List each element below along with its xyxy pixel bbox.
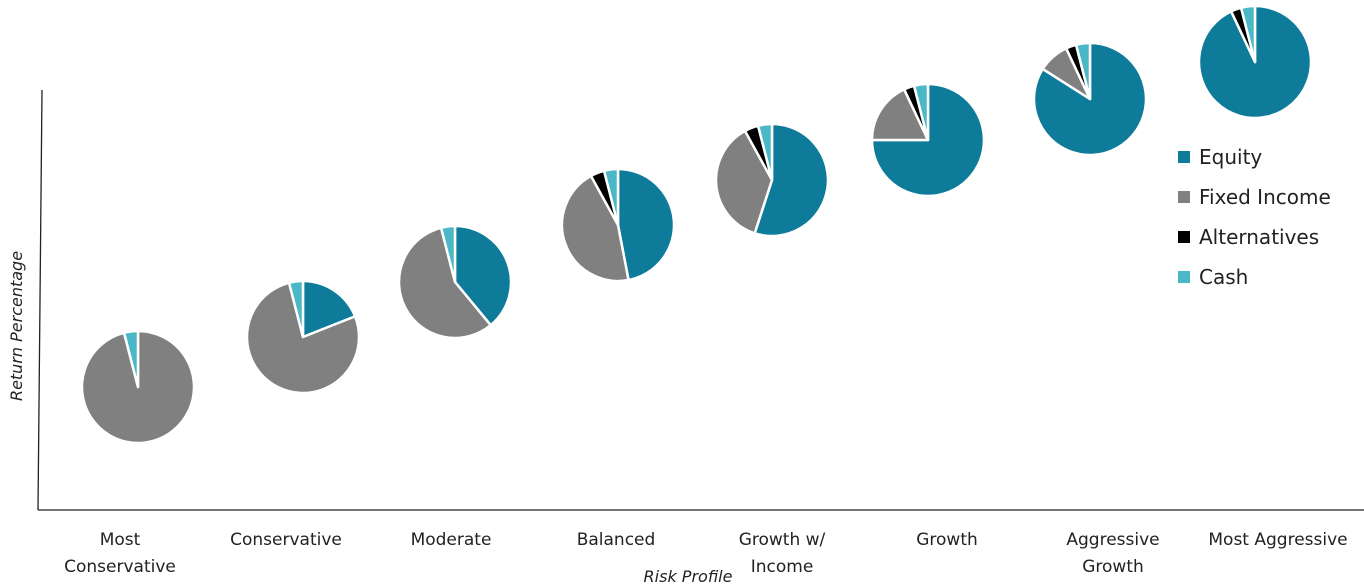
legend-swatch-equity <box>1178 151 1190 163</box>
pie-7-slice-cash <box>1074 41 1092 101</box>
legend-label-cash: Cash <box>1199 265 1248 289</box>
y-axis-title: Return Percentage <box>7 251 26 401</box>
category-label-5: Growth w/Income <box>739 530 826 577</box>
pie-5 <box>714 122 830 238</box>
pie-7 <box>1032 41 1148 157</box>
legend-item-alternatives: Alternatives <box>1178 225 1319 249</box>
pie-6-slice-cash <box>912 82 930 142</box>
pie-7-slice-equity <box>1032 41 1148 157</box>
legend-item-equity: Equity <box>1178 145 1262 169</box>
pie-3 <box>397 224 513 340</box>
pie-3-slice-cash <box>439 224 457 284</box>
pie-3-slice-fixed-income <box>397 226 492 340</box>
pie-3-slice-equity <box>453 224 513 327</box>
category-labels: Most Conservative Conservative Moderate Bala… <box>64 530 1348 577</box>
pie-2-slice-equity <box>301 279 357 339</box>
category-label-1: Most Conservative <box>64 530 176 577</box>
legend-label-equity: Equity <box>1199 145 1262 169</box>
legend-label-alternatives: Alternatives <box>1199 225 1319 249</box>
pie-2-slice-cash <box>287 279 305 339</box>
category-label-8: Most Aggressive <box>1208 530 1347 550</box>
pie-5-slice-cash <box>756 122 774 182</box>
x-axis-title: Risk Profile <box>644 567 733 586</box>
legend-swatch-fixed-income <box>1178 191 1190 203</box>
legend-item-fixed-income: Fixed Income <box>1178 185 1331 209</box>
pie-4-slice-fixed-income <box>560 174 630 283</box>
pie-4-slice-cash <box>602 167 620 227</box>
pie-1 <box>80 329 196 445</box>
category-label-4: Balanced <box>577 530 656 550</box>
legend-label-fixed-income: Fixed Income <box>1199 185 1331 209</box>
category-label-2: Conservative <box>230 530 342 550</box>
category-label-7: Aggressive Growth <box>1066 530 1159 577</box>
legend-swatch-alternatives <box>1178 231 1190 243</box>
pie-4 <box>560 167 676 283</box>
legend: Equity Fixed Income Alternatives Cash <box>1178 145 1331 289</box>
pie-1-slice-cash <box>122 329 140 389</box>
pie-4-slice-equity <box>616 167 676 282</box>
pie-8-slice-cash <box>1239 4 1257 64</box>
legend-item-cash: Cash <box>1178 265 1248 289</box>
pie-2 <box>245 279 361 395</box>
pie-8 <box>1197 4 1313 120</box>
pie-6-slice-fixed-income <box>870 88 930 142</box>
pie-6-slice-equity <box>870 82 986 198</box>
category-label-6: Growth <box>916 530 978 550</box>
legend-swatch-cash <box>1178 271 1190 283</box>
pie-group <box>80 4 1313 445</box>
pie-6 <box>870 82 986 198</box>
category-label-3: Moderate <box>411 530 492 550</box>
y-axis-line <box>37 89 43 511</box>
